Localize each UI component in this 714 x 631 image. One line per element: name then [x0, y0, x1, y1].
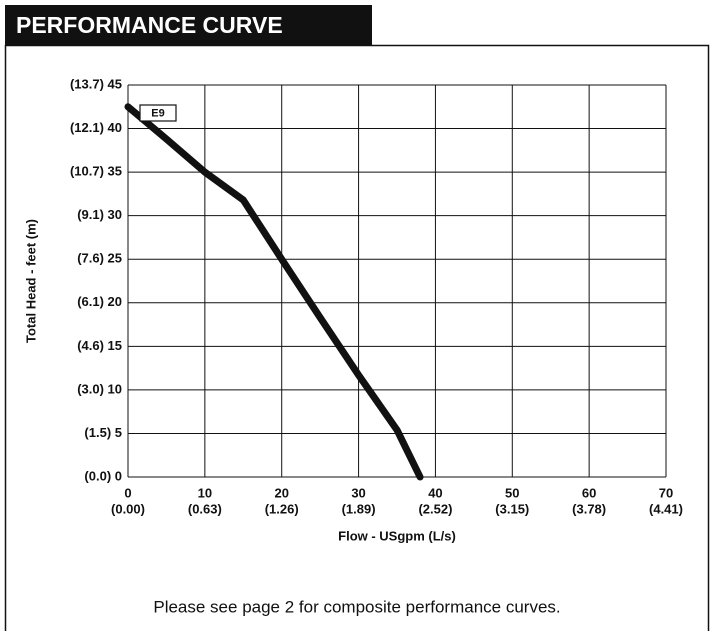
header-bar [5, 5, 372, 45]
y-tick-label: (12.1) 40 [70, 120, 122, 135]
x-secondary-tick-label: (2.52) [418, 501, 452, 516]
y-tick-label: (1.5) 5 [84, 425, 122, 440]
x-tick-label: 20 [274, 485, 288, 500]
x-tick-label: 10 [198, 485, 212, 500]
x-tick-label: 0 [124, 485, 131, 500]
x-secondary-tick-label: (0.00) [111, 501, 145, 516]
y-tick-label: (10.7) 35 [70, 164, 122, 179]
x-secondary-tick-label: (3.78) [572, 501, 606, 516]
x-secondary-tick-label: (1.26) [265, 501, 299, 516]
x-tick-label: 50 [505, 485, 519, 500]
y-tick-label: (7.6) 25 [77, 251, 122, 266]
y-tick-label: (4.6) 15 [77, 338, 122, 353]
x-secondary-tick-label: (4.41) [649, 501, 683, 516]
y-tick-label: (6.1) 20 [77, 294, 122, 309]
x-tick-label: 30 [351, 485, 365, 500]
series-label-box [139, 104, 177, 122]
x-secondary-tick-label: (3.15) [495, 501, 529, 516]
x-secondary-tick-label: (0.63) [188, 501, 222, 516]
x-tick-label: 70 [659, 485, 673, 500]
y-tick-label: (9.1) 30 [77, 207, 122, 222]
frame [4, 44, 710, 631]
y-tick-label: (0.0) 0 [84, 468, 122, 483]
x-axis-title: Flow - USgpm (L/s) [338, 528, 456, 543]
x-secondary-tick-label: (1.89) [342, 501, 376, 516]
series-label: E9 [151, 107, 164, 119]
curve [124, 103, 424, 481]
header-title: PERFORMANCE CURVE [16, 12, 283, 38]
y-tick-label: (13.7) 45 [70, 76, 122, 91]
note: Please see page 2 for composite performa… [153, 597, 560, 616]
x-tick-label: 40 [428, 485, 442, 500]
y-axis-title: Total Head - feet (m) [23, 219, 38, 343]
y-tick-label: (3.0) 10 [77, 381, 122, 396]
x-tick-label: 60 [582, 485, 596, 500]
